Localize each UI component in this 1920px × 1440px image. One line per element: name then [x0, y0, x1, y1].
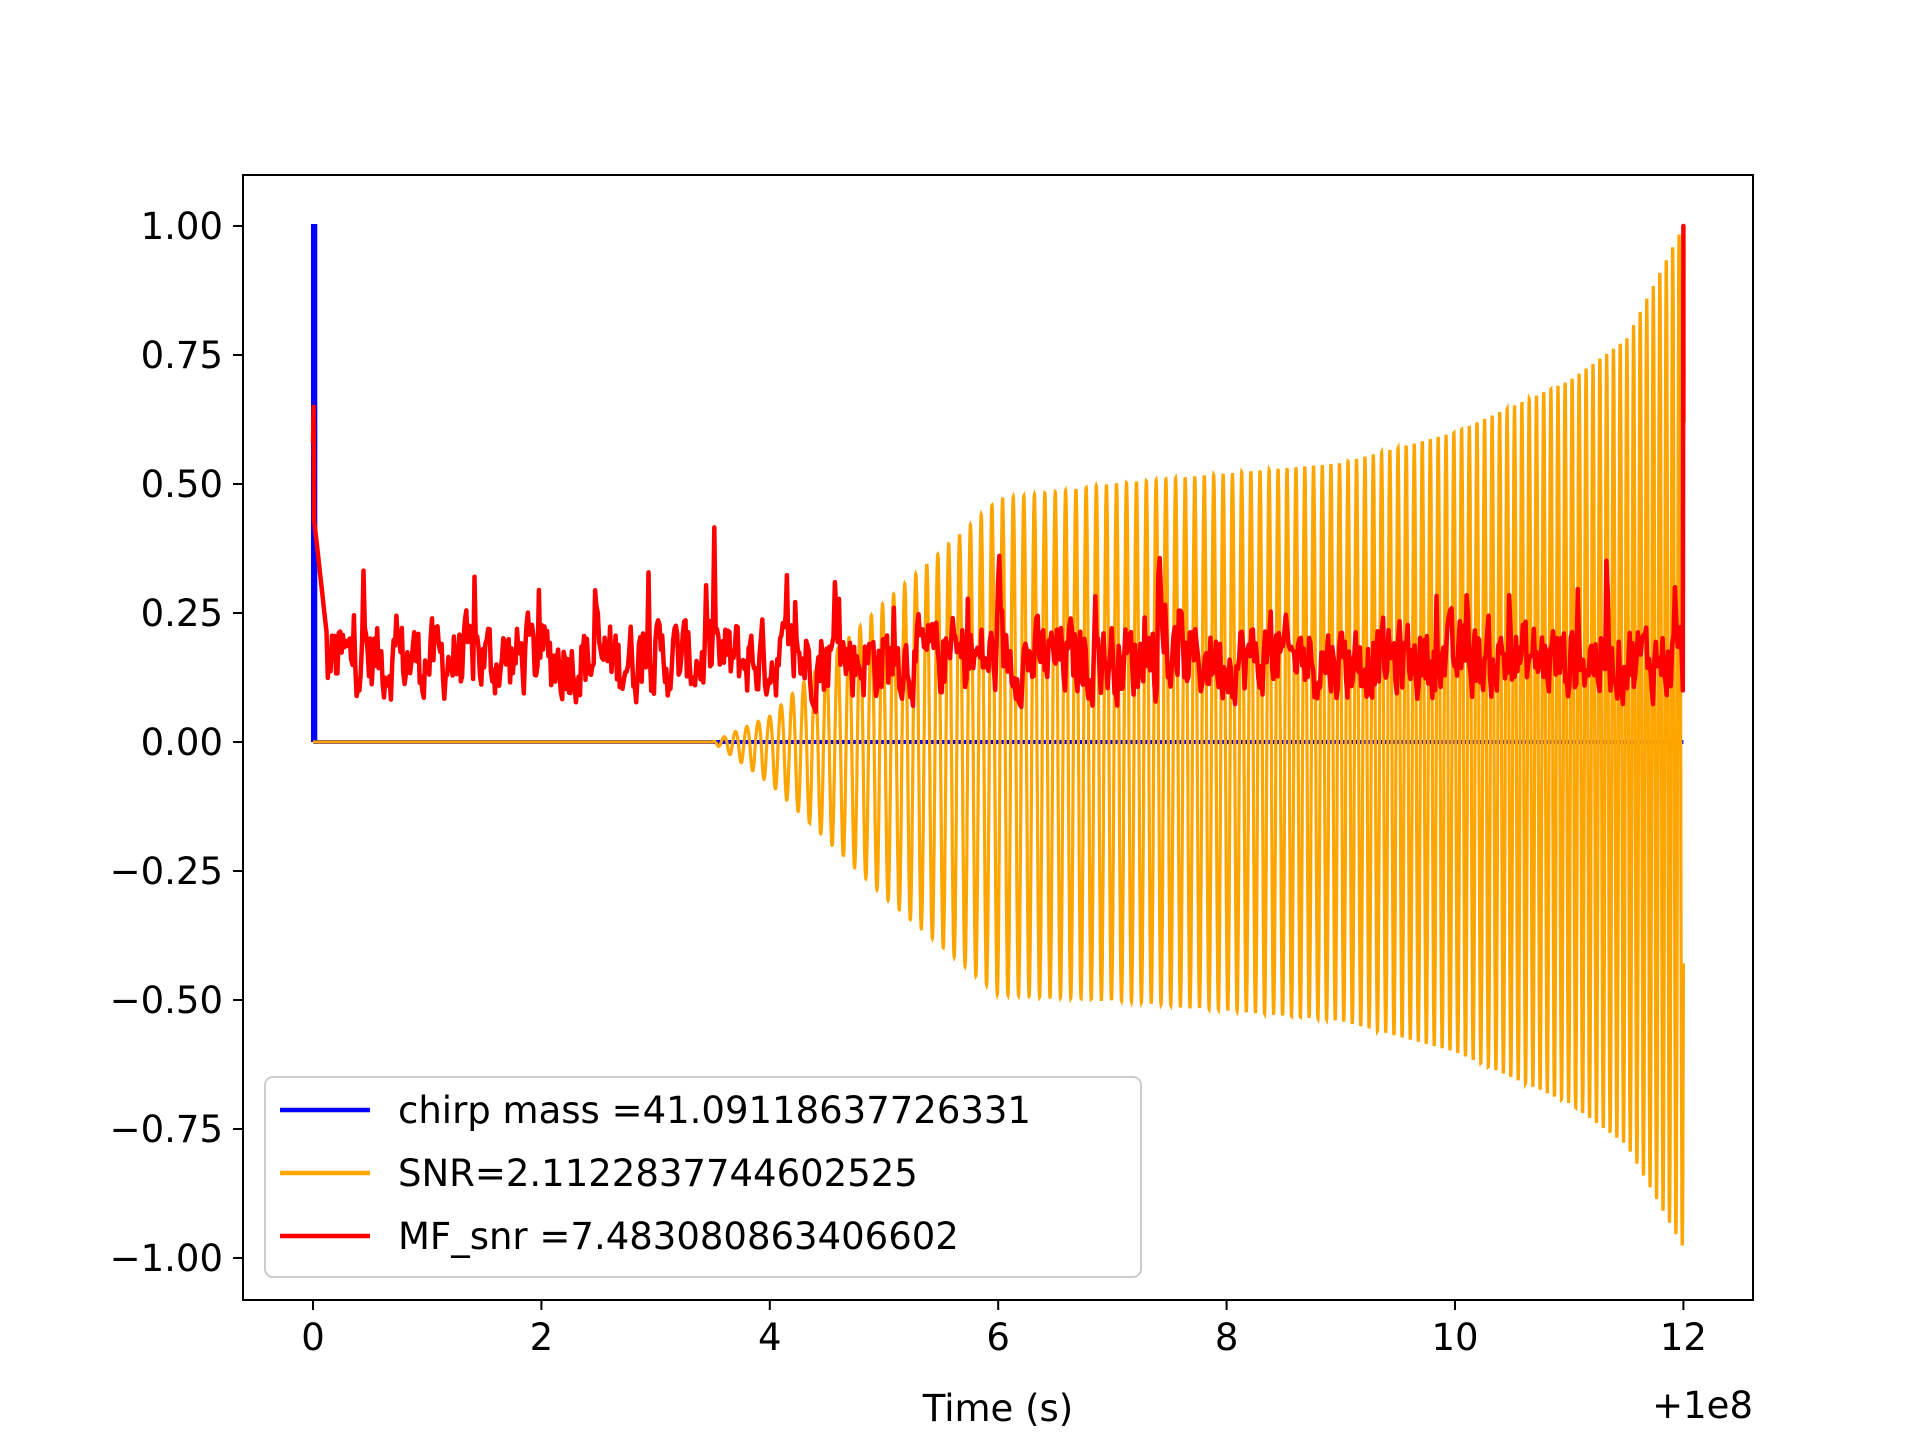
- y-tick-label: 0.50: [141, 463, 223, 506]
- y-tick-label: −0.75: [110, 1108, 223, 1151]
- y-tick-label: 1.00: [141, 205, 223, 248]
- x-tick-label: 10: [1431, 1316, 1478, 1359]
- x-tick-label: 0: [301, 1316, 325, 1359]
- x-axis-label: Time (s): [922, 1387, 1073, 1430]
- x-tick-label: 8: [1215, 1316, 1239, 1359]
- legend-box: [264, 1076, 1142, 1278]
- series-snr-line: [313, 234, 1685, 1246]
- x-axis-ticks: 0 2 4 6 8 10 12: [301, 1300, 1707, 1359]
- y-tick-label: −0.25: [110, 850, 223, 893]
- legend: chirp mass =41.09118637726331 SNR=2.1122…: [264, 1076, 1142, 1278]
- x-axis-offset-label: +1e8: [1652, 1384, 1753, 1427]
- x-tick-label: 2: [530, 1316, 554, 1359]
- y-tick-label: 0.25: [141, 592, 223, 635]
- x-tick-label: 4: [758, 1316, 782, 1359]
- legend-label-chirp-mass: chirp mass =41.09118637726331: [398, 1089, 1031, 1132]
- y-tick-label: −1.00: [110, 1237, 223, 1280]
- x-tick-label: 6: [986, 1316, 1010, 1359]
- legend-label-mf-snr: MF_snr =7.483080863406602: [398, 1215, 959, 1258]
- y-tick-label: 0.75: [141, 334, 223, 377]
- series-mf-snr-line: [310, 223, 1686, 715]
- x-tick-label: 12: [1660, 1316, 1707, 1359]
- y-tick-label: 0.00: [141, 721, 223, 764]
- series-layer: [310, 223, 1686, 1246]
- legend-label-snr: SNR=2.1122837744602525: [398, 1152, 918, 1195]
- y-tick-label: −0.50: [110, 979, 223, 1022]
- y-axis-ticks: 1.00 0.75 0.50 0.25 0.00 −0.25 −0.50 −0.75 −1.00: [110, 205, 243, 1280]
